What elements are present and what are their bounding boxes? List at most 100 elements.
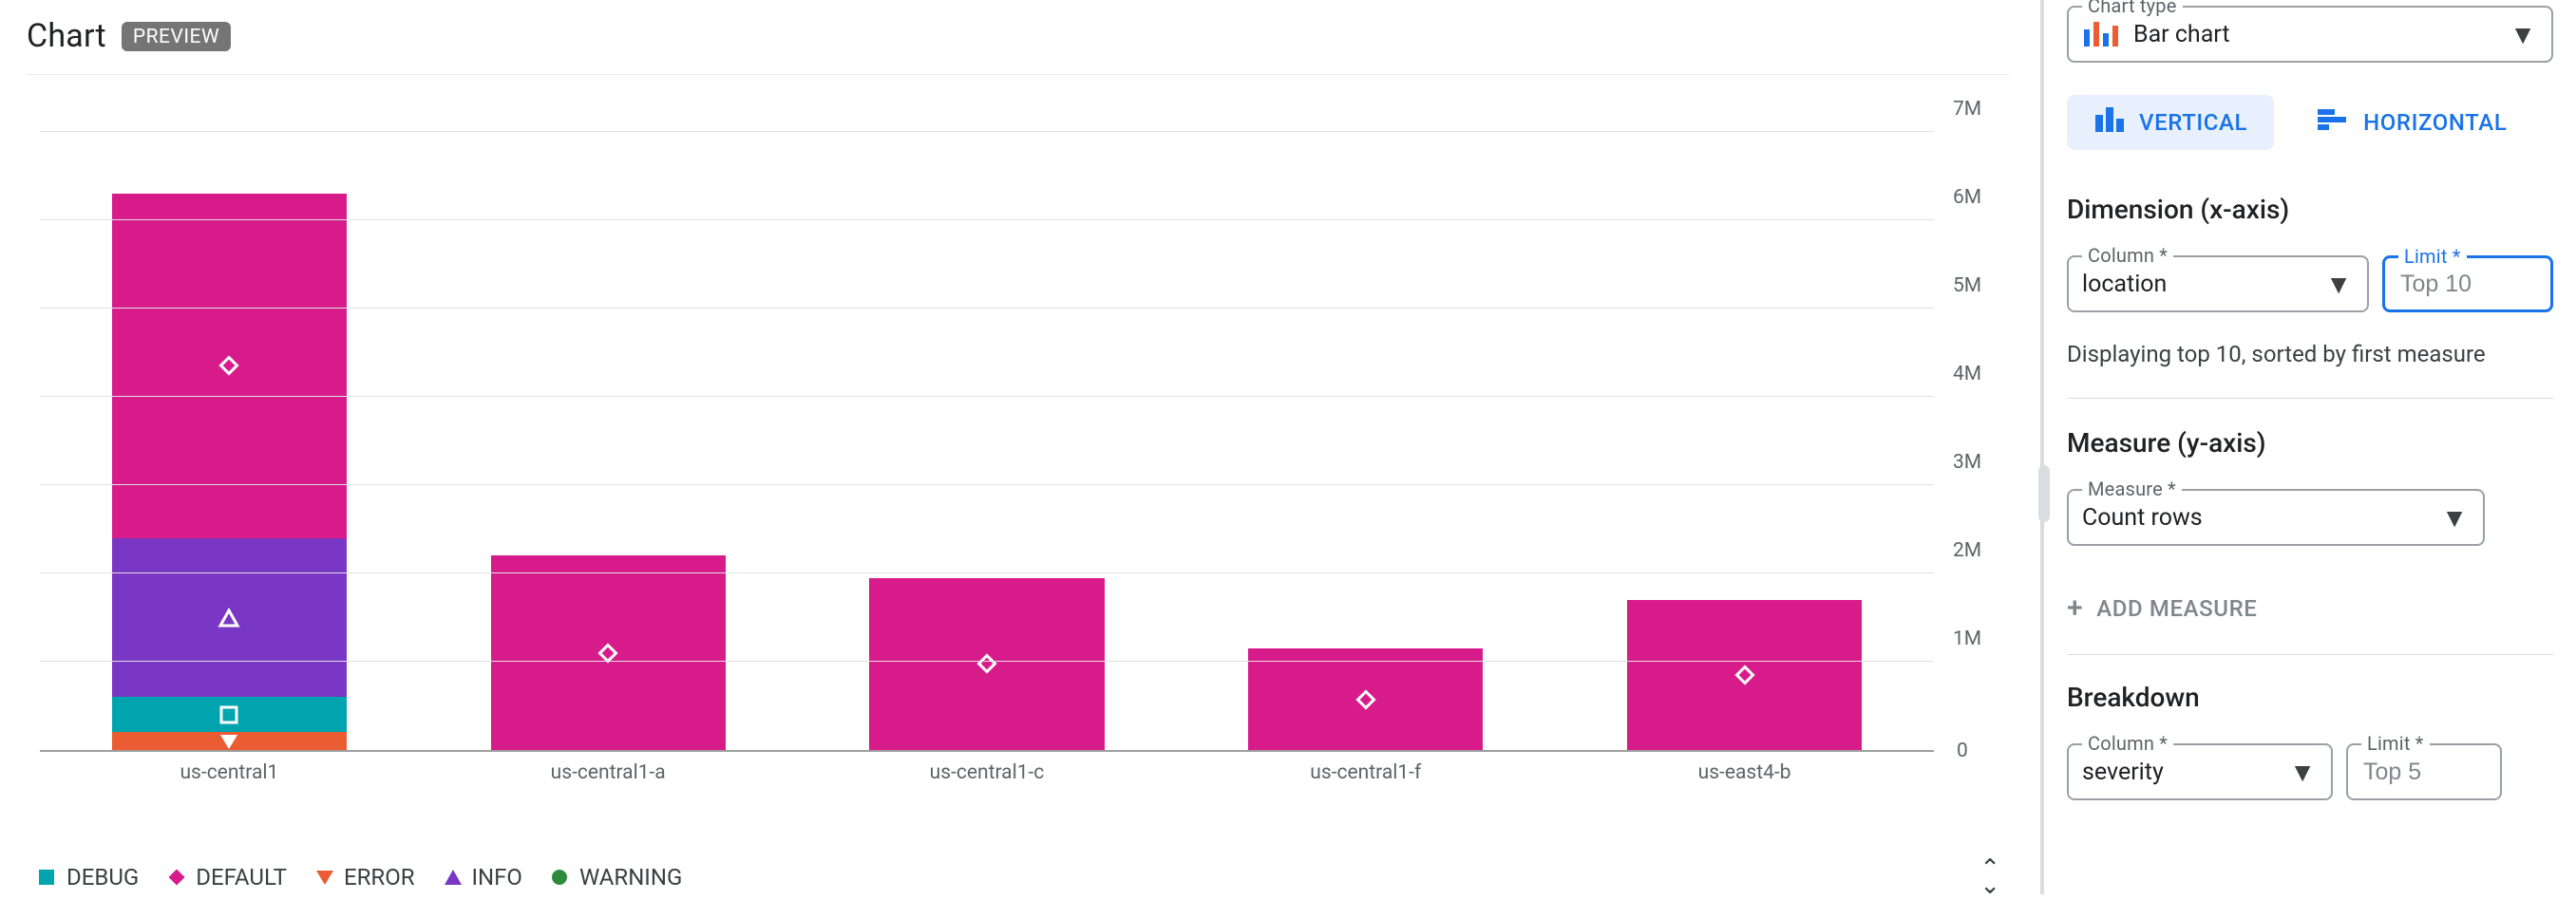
gridline bbox=[40, 308, 1934, 309]
gridline bbox=[40, 661, 1934, 662]
chevron-down-icon: ⌄ bbox=[1979, 877, 2000, 894]
square-icon bbox=[218, 703, 240, 726]
legend-label: ERROR bbox=[344, 864, 415, 891]
breakdown-column-value: severity bbox=[2082, 759, 2289, 786]
diamond-icon bbox=[218, 354, 240, 377]
dimension-limit-input[interactable]: Limit * bbox=[2382, 255, 2553, 312]
breakdown-column-select[interactable]: Column * severity ▼ bbox=[2067, 743, 2333, 800]
measure-select[interactable]: Measure * Count rows ▼ bbox=[2067, 489, 2485, 546]
diamond-icon bbox=[1354, 688, 1377, 711]
chevron-down-icon: ▼ bbox=[2510, 19, 2536, 50]
measure-label: Measure * bbox=[2082, 478, 2182, 500]
x-axis-label: us-central1-c bbox=[798, 750, 1177, 784]
bar-segment-default[interactable] bbox=[112, 194, 347, 538]
add-measure-button[interactable]: + ADD MEASURE bbox=[2067, 582, 2553, 635]
legend-item-debug[interactable]: DEBUG bbox=[36, 864, 139, 891]
breakdown-limit-input[interactable]: Limit * bbox=[2346, 743, 2502, 800]
measure-value: Count rows bbox=[2082, 504, 2441, 532]
bar-stack[interactable] bbox=[1248, 648, 1483, 750]
preview-badge: PREVIEW bbox=[122, 22, 231, 51]
bar-segment-default[interactable] bbox=[491, 555, 726, 750]
breakdown-limit-label: Limit * bbox=[2361, 732, 2430, 755]
pane-resize-handle[interactable] bbox=[2038, 465, 2050, 522]
sort-toggle[interactable]: ⌃ ⌄ bbox=[1979, 860, 2010, 894]
legend-item-info[interactable]: INFO bbox=[442, 864, 522, 891]
plot-region: us-central1us-central1-aus-central1-cus-… bbox=[40, 132, 1934, 752]
legend-item-error[interactable]: ERROR bbox=[313, 864, 415, 891]
bar-stack[interactable] bbox=[491, 555, 726, 750]
measure-section-title: Measure (y-axis) bbox=[2067, 427, 2553, 459]
bar-chart-icon bbox=[2082, 20, 2120, 48]
orientation-horizontal-button[interactable]: HORIZONTAL bbox=[2291, 95, 2533, 150]
dimension-limit-field[interactable] bbox=[2398, 270, 2535, 299]
tri-up-icon bbox=[442, 867, 463, 888]
ytick: 4M bbox=[1934, 363, 1981, 385]
bar-slot: us-central1-c bbox=[798, 132, 1177, 750]
legend-item-default[interactable]: DEFAULT bbox=[165, 864, 287, 891]
orientation-vertical-button[interactable]: VERTICAL bbox=[2067, 95, 2274, 150]
bar-slot: us-east4-b bbox=[1555, 132, 1934, 750]
bar-segment-info[interactable] bbox=[112, 538, 347, 697]
bar-segment-debug[interactable] bbox=[112, 697, 347, 732]
chevron-down-icon: ▼ bbox=[2325, 269, 2352, 300]
chart-type-select[interactable]: Chart type Bar chart ▼ bbox=[2067, 6, 2553, 63]
legend-item-warning[interactable]: WARNING bbox=[549, 864, 682, 891]
dimension-section-title: Dimension (x-axis) bbox=[2067, 194, 2553, 225]
square-icon bbox=[36, 867, 57, 888]
chart-legend: DEBUG DEFAULT ERROR INFO WARNING ⌃ ⌄ bbox=[27, 856, 2010, 894]
x-axis-label: us-central1-a bbox=[419, 750, 798, 784]
gridline bbox=[40, 572, 1934, 573]
bar-segment-error[interactable] bbox=[112, 732, 347, 750]
chart-type-value: Bar chart bbox=[2133, 21, 2510, 48]
chevron-down-icon: ▼ bbox=[2289, 757, 2316, 788]
orientation-vertical-label: VERTICAL bbox=[2139, 109, 2247, 136]
ytick: 5M bbox=[1934, 274, 1981, 297]
ytick: 3M bbox=[1934, 451, 1981, 474]
diamond-icon bbox=[1733, 664, 1756, 686]
bar-segment-default[interactable] bbox=[1627, 600, 1862, 750]
diamond-icon bbox=[975, 652, 998, 675]
ytick: 6M bbox=[1934, 186, 1981, 209]
ytick: 2M bbox=[1934, 539, 1981, 562]
bar-stack[interactable] bbox=[869, 578, 1104, 750]
add-measure-label: ADD MEASURE bbox=[2096, 595, 2257, 622]
breakdown-section-title: Breakdown bbox=[2067, 682, 2553, 713]
x-axis-label: us-central1 bbox=[40, 750, 419, 784]
orientation-horizontal-label: HORIZONTAL bbox=[2363, 109, 2507, 136]
dimension-column-select[interactable]: Column * location ▼ bbox=[2067, 255, 2369, 312]
x-axis-label: us-east4-b bbox=[1555, 750, 1934, 784]
ytick: 7M bbox=[1934, 98, 1981, 121]
chevron-down-icon: ▼ bbox=[2441, 502, 2468, 534]
x-axis-label: us-central1-f bbox=[1176, 750, 1555, 784]
dimension-column-label: Column * bbox=[2082, 244, 2173, 267]
bar-slot: us-central1-f bbox=[1176, 132, 1555, 750]
legend-label: INFO bbox=[472, 864, 522, 891]
dimension-column-value: location bbox=[2082, 271, 2325, 298]
tri-down-icon bbox=[313, 867, 334, 888]
diamond-icon bbox=[165, 867, 186, 888]
legend-label: DEBUG bbox=[66, 864, 139, 891]
bar-segment-default[interactable] bbox=[1248, 648, 1483, 750]
bar-slot: us-central1 bbox=[40, 132, 419, 750]
bar-segment-default[interactable] bbox=[869, 578, 1104, 750]
bar-slot: us-central1-a bbox=[419, 132, 798, 750]
ytick-zero: 0 bbox=[1934, 740, 1968, 762]
gridline bbox=[40, 484, 1934, 485]
circle-icon bbox=[549, 867, 570, 888]
legend-label: WARNING bbox=[579, 864, 682, 891]
vertical-bars-icon bbox=[2093, 107, 2126, 138]
chart-type-label: Chart type bbox=[2082, 0, 2183, 17]
tri-up-icon bbox=[218, 607, 240, 629]
breakdown-limit-field[interactable] bbox=[2361, 758, 2485, 787]
breakdown-column-label: Column * bbox=[2082, 732, 2173, 755]
bar-stack[interactable] bbox=[112, 194, 347, 750]
legend-label: DEFAULT bbox=[196, 864, 287, 891]
dimension-hint: Displaying top 10, sorted by first measu… bbox=[2067, 341, 2553, 367]
gridline bbox=[40, 219, 1934, 220]
ytick: 1M bbox=[1934, 628, 1981, 650]
page-title: Chart bbox=[27, 17, 106, 55]
dimension-limit-label: Limit * bbox=[2398, 245, 2467, 268]
horizontal-bars-icon bbox=[2318, 107, 2350, 138]
gridline bbox=[40, 131, 1934, 132]
bar-stack[interactable] bbox=[1627, 600, 1862, 750]
